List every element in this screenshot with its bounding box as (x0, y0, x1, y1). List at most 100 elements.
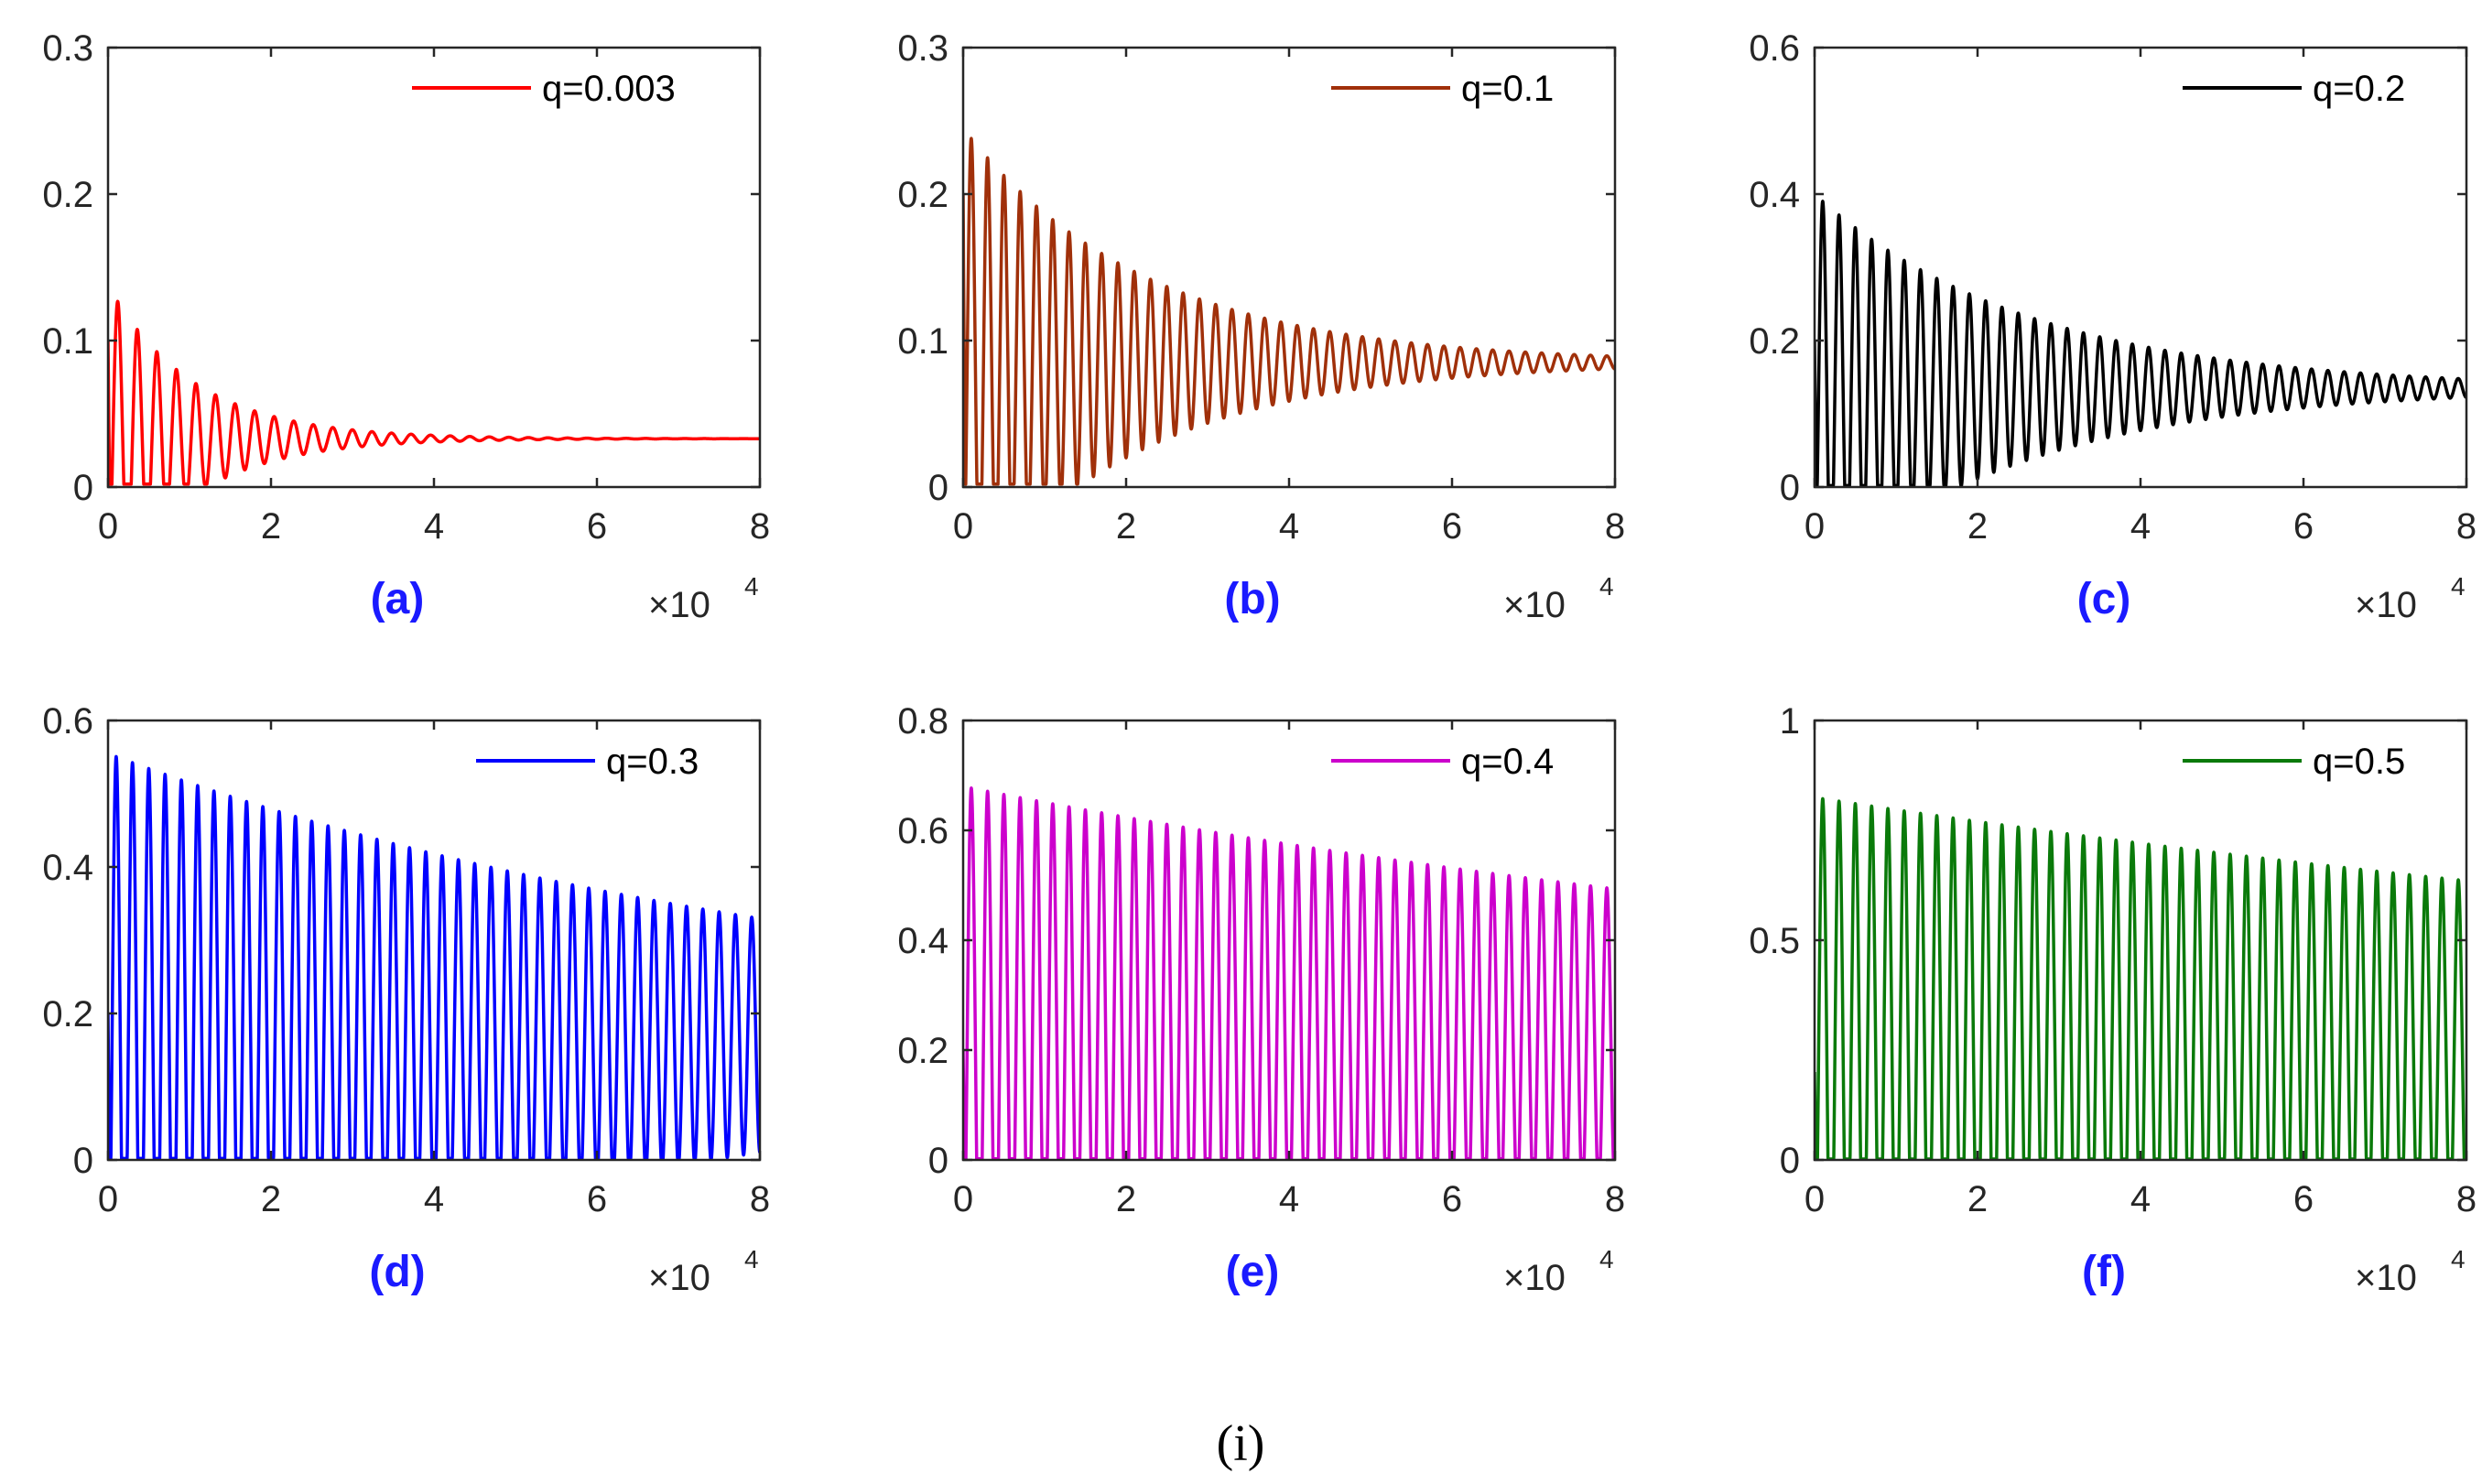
chart-panel-2: 0 2 4 6 8 0 0.1 0.2 0.3 q=0.1 (b) ×10 4 (897, 28, 1625, 625)
x-tick-label: 4 (2130, 1179, 2151, 1219)
panel-letter: (a) (371, 575, 425, 623)
x-tick-label: 8 (1605, 506, 1625, 547)
x-exponent: ×10 4 (1503, 572, 1614, 625)
y-tick-label: 0 (928, 1141, 948, 1181)
x-tick-label: 8 (2456, 506, 2477, 547)
legend-label: q=0.2 (2313, 69, 2405, 109)
x-tick-label: 8 (750, 506, 770, 547)
y-tick-label: 0.2 (42, 994, 93, 1034)
panels-group: 0 2 4 6 8 0 0.1 0.2 0.3 q=0.003 (a) ×10 4 0 2 4 6 8 0 0.1 0.… (42, 28, 2477, 1298)
x-exponent: ×10 4 (648, 1245, 759, 1298)
y-tick-label: 0.2 (897, 175, 948, 215)
panel-letter: (e) (1226, 1248, 1280, 1296)
x-exponent: ×10 4 (648, 572, 759, 625)
x-tick-label: 0 (98, 1179, 118, 1219)
x-exponent: ×10 4 (2355, 572, 2466, 625)
x-tick-label: 6 (587, 1179, 607, 1219)
y-tick-label: 0.2 (42, 175, 93, 215)
x-tick-label: 2 (261, 506, 281, 547)
series-line (1815, 796, 2466, 1160)
y-tick-label: 0.3 (897, 28, 948, 69)
x-tick-label: 4 (424, 506, 444, 547)
x-tick-label: 6 (2293, 1179, 2314, 1219)
x-tick-label: 0 (1805, 1179, 1825, 1219)
chart-panel-4: 0 2 4 6 8 0 0.2 0.4 0.6 q=0.3 (d) ×10 4 (42, 701, 770, 1298)
x-tick-label: 2 (1967, 1179, 1988, 1219)
x-exponent-base: ×10 (648, 585, 710, 625)
y-tick-label: 0 (73, 1141, 93, 1181)
x-tick-label: 6 (1442, 1179, 1462, 1219)
y-tick-label: 0 (73, 468, 93, 508)
legend-box (1313, 731, 1604, 805)
panel-letter: (f) (2082, 1248, 2126, 1296)
legend-box (394, 59, 749, 132)
legend-label: q=0.5 (2313, 742, 2405, 782)
x-tick-label: 4 (1279, 506, 1299, 547)
x-tick-label: 6 (587, 506, 607, 547)
x-tick-label: 0 (953, 506, 973, 547)
x-tick-label: 4 (1279, 1179, 1299, 1219)
x-tick-label: 2 (1116, 506, 1136, 547)
panel-letter: (d) (369, 1248, 425, 1296)
x-exponent-base: ×10 (2355, 585, 2417, 625)
y-tick-label: 0.1 (42, 321, 93, 362)
series-line (108, 299, 760, 486)
series-line (963, 786, 1615, 1160)
y-tick-label: 0 (1780, 1141, 1800, 1181)
x-exponent-power: 4 (744, 1245, 759, 1273)
y-tick-label: 0.4 (42, 848, 93, 888)
x-tick-label: 8 (750, 1179, 770, 1219)
x-exponent-power: 4 (1599, 1245, 1614, 1273)
chart-panel-6: 0 2 4 6 8 0 0.5 1 q=0.5 (f) ×10 4 (1749, 701, 2477, 1298)
figure-label: (i) (1217, 1415, 1265, 1472)
x-tick-label: 6 (2293, 506, 2314, 547)
legend-label: q=0.003 (542, 69, 676, 109)
chart-panel-1: 0 2 4 6 8 0 0.1 0.2 0.3 q=0.003 (a) ×10 4 (42, 28, 770, 625)
series-line (1815, 200, 2466, 487)
x-tick-label: 4 (424, 1179, 444, 1219)
x-exponent: ×10 4 (2355, 1245, 2466, 1298)
y-tick-label: 1 (1780, 701, 1800, 742)
x-tick-label: 0 (1805, 506, 1825, 547)
y-tick-label: 0.4 (897, 921, 948, 961)
panel-letter: (b) (1224, 575, 1280, 623)
x-exponent-base: ×10 (1503, 585, 1566, 625)
x-tick-label: 0 (98, 506, 118, 547)
legend-box (458, 731, 749, 805)
chart-panel-5: 0 2 4 6 8 0 0.2 0.4 0.6 0.8 q=0.4 (e) ×10 4 (897, 701, 1625, 1298)
legend-label: q=0.1 (1461, 69, 1554, 109)
x-tick-label: 8 (2456, 1179, 2477, 1219)
x-exponent-power: 4 (1599, 572, 1614, 601)
y-tick-label: 0.6 (1749, 28, 1800, 69)
x-tick-label: 2 (1967, 506, 1988, 547)
x-tick-label: 6 (1442, 506, 1462, 547)
y-tick-label: 0.1 (897, 321, 948, 362)
series-line (108, 754, 760, 1160)
y-tick-label: 0.6 (42, 701, 93, 742)
x-tick-label: 2 (261, 1179, 281, 1219)
x-tick-label: 4 (2130, 506, 2151, 547)
y-tick-label: 0.3 (42, 28, 93, 69)
legend-box (2164, 731, 2455, 805)
series-line (963, 136, 1615, 486)
x-exponent: ×10 4 (1503, 1245, 1614, 1298)
y-tick-label: 0 (928, 468, 948, 508)
y-tick-label: 0.2 (897, 1031, 948, 1071)
x-exponent-base: ×10 (1503, 1258, 1566, 1298)
x-exponent-power: 4 (744, 572, 759, 601)
x-exponent-power: 4 (2451, 572, 2466, 601)
x-tick-label: 8 (1605, 1179, 1625, 1219)
x-tick-label: 2 (1116, 1179, 1136, 1219)
legend-box (2164, 59, 2455, 132)
y-tick-label: 0.6 (897, 811, 948, 851)
legend-label: q=0.4 (1461, 742, 1554, 782)
y-tick-label: 0.8 (897, 701, 948, 742)
chart-panel-3: 0 2 4 6 8 0 0.2 0.4 0.6 q=0.2 (c) ×10 4 (1749, 28, 2477, 625)
y-tick-label: 0.4 (1749, 175, 1800, 215)
y-tick-label: 0.2 (1749, 321, 1800, 362)
legend-box (1313, 59, 1604, 132)
y-tick-label: 0 (1780, 468, 1800, 508)
y-tick-label: 0.5 (1749, 921, 1800, 961)
x-tick-label: 0 (953, 1179, 973, 1219)
